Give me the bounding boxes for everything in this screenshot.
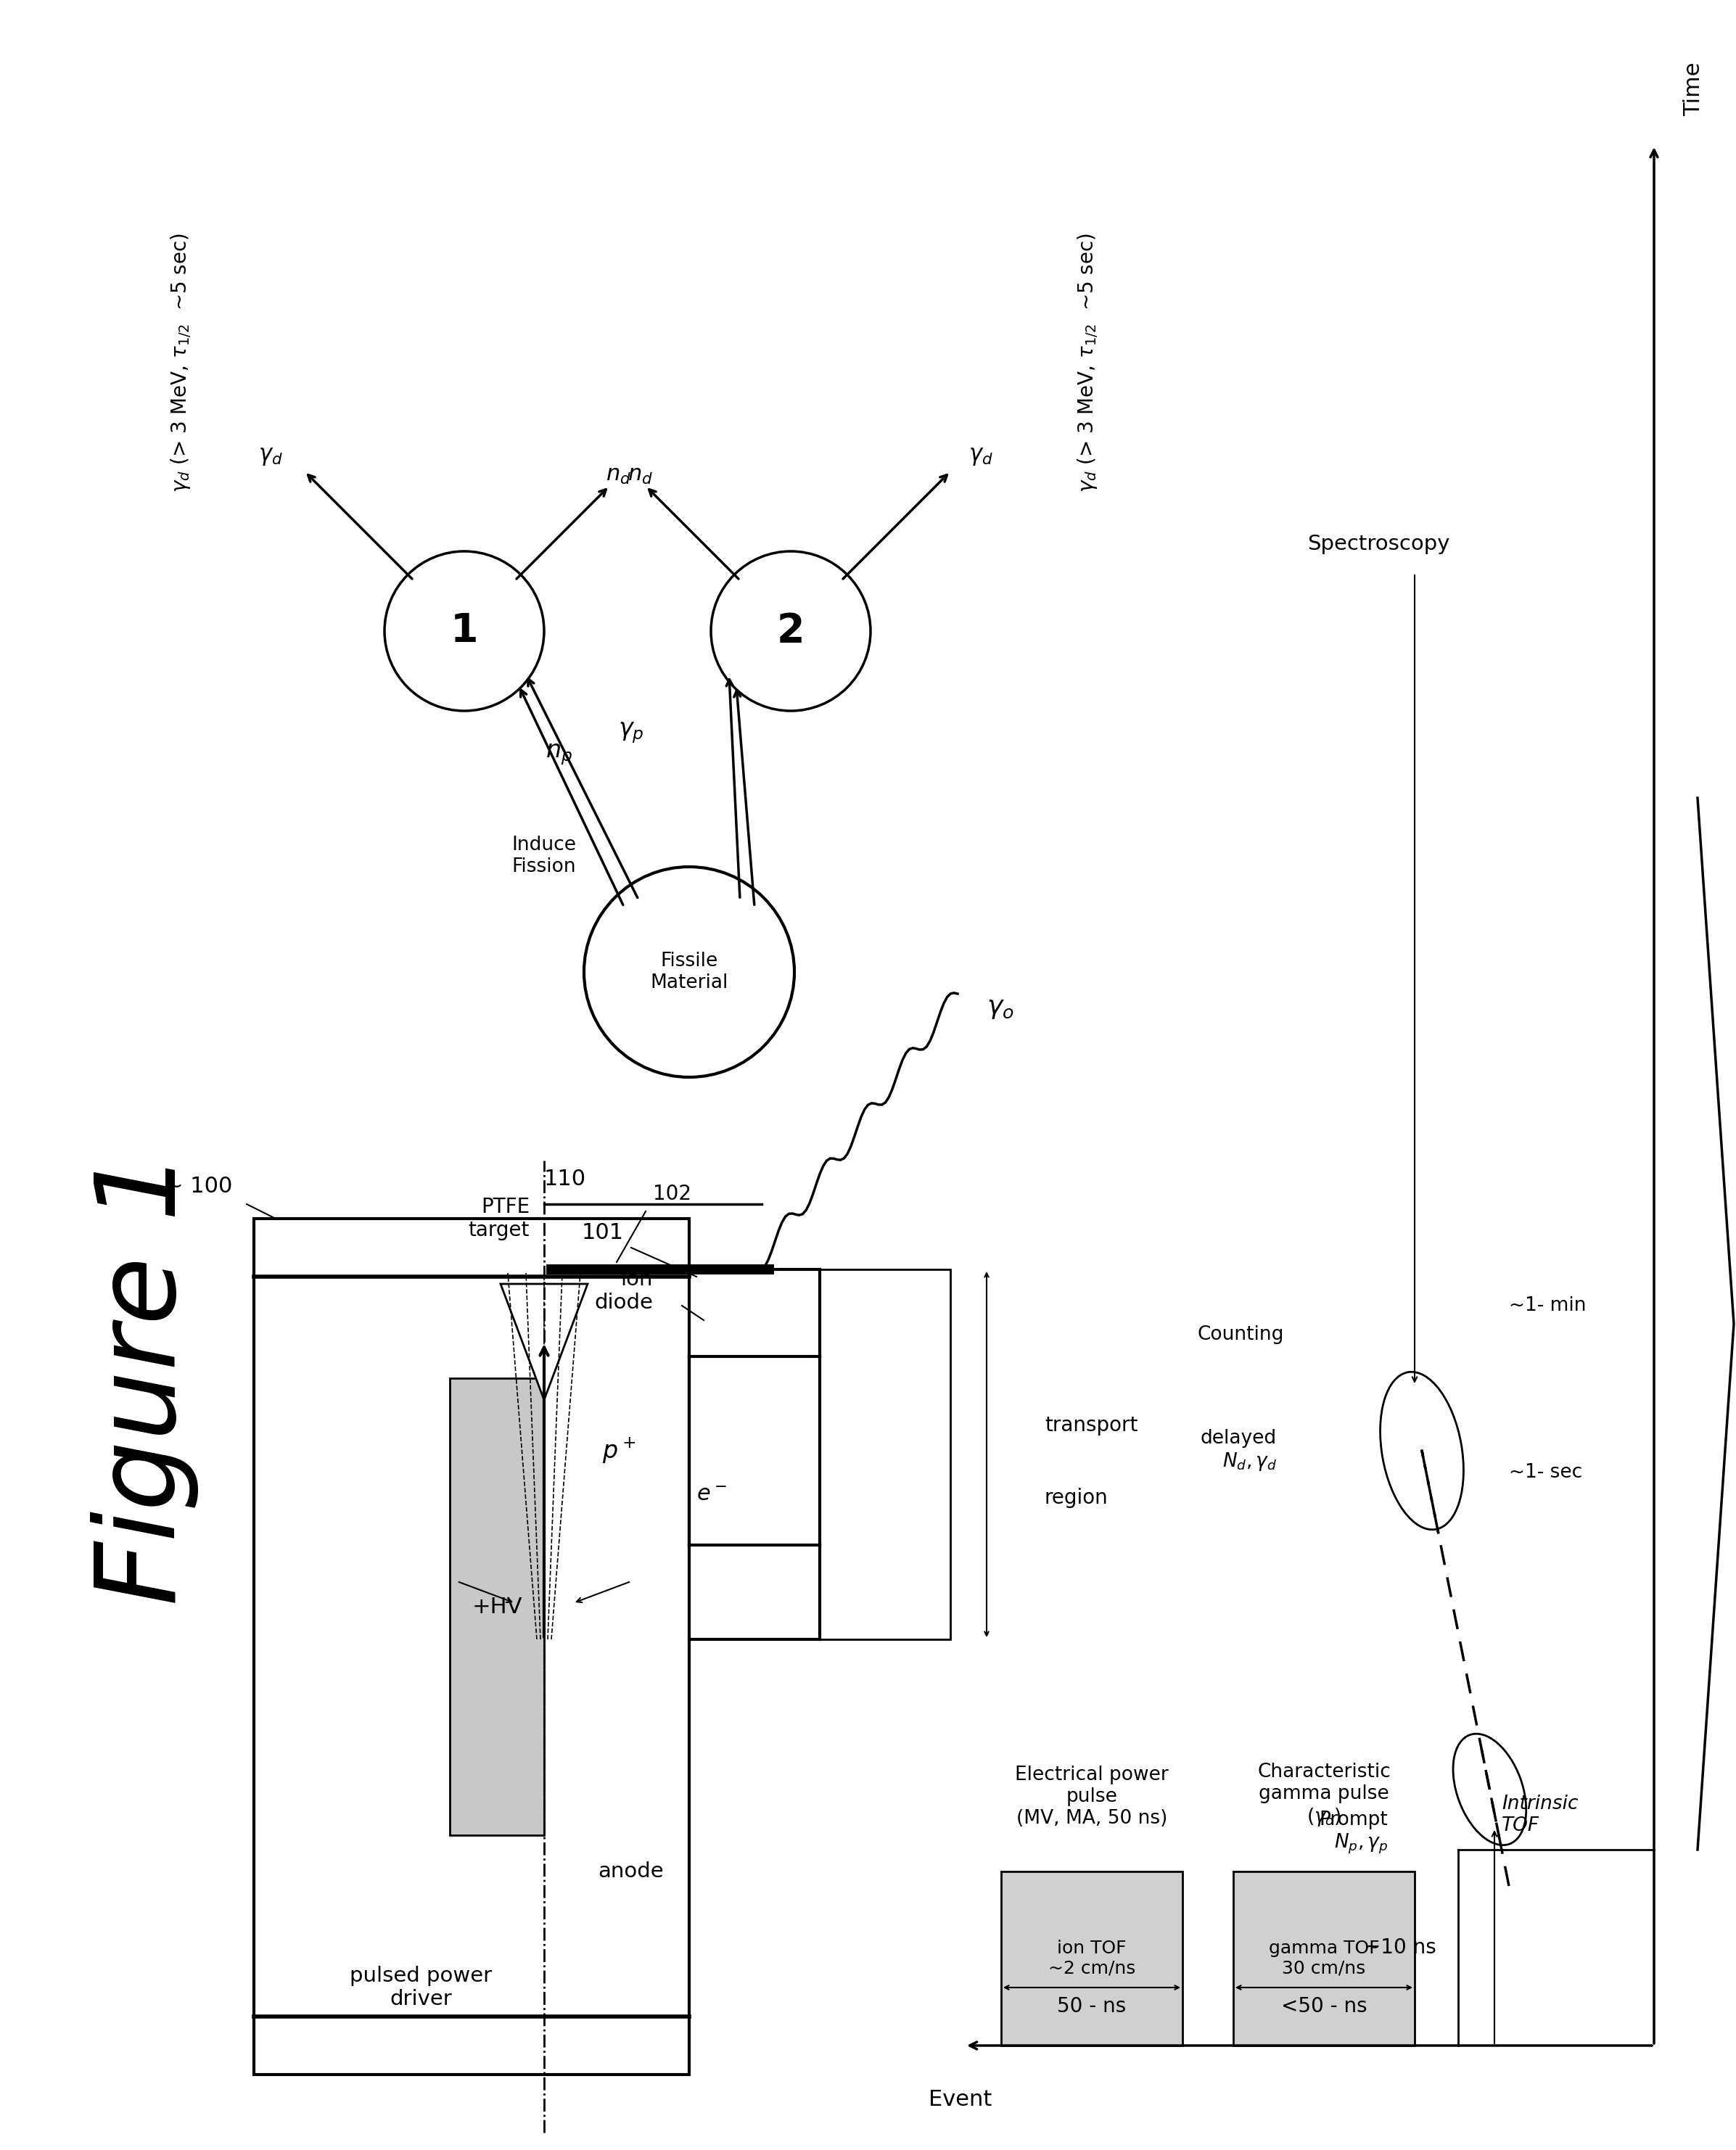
Text: 101: 101 xyxy=(582,1223,623,1243)
Text: $n_p$: $n_p$ xyxy=(545,742,571,768)
Bar xyxy=(1233,1870,1415,2045)
Text: 1: 1 xyxy=(450,611,479,651)
Text: <50 - ns: <50 - ns xyxy=(1281,1995,1366,2017)
Bar xyxy=(1002,1870,1182,2045)
Text: ~1- sec: ~1- sec xyxy=(1509,1464,1583,1481)
Text: ion TOF
~2 cm/ns: ion TOF ~2 cm/ns xyxy=(1049,1939,1135,1978)
Text: $\gamma_d$ (> 3 MeV, $\tau_{1/2}$  ~5 sec): $\gamma_d$ (> 3 MeV, $\tau_{1/2}$ ~5 sec… xyxy=(1076,232,1101,492)
Text: region: region xyxy=(1045,1488,1108,1507)
Text: Induce
Fission: Induce Fission xyxy=(512,836,576,877)
Text: 102: 102 xyxy=(653,1185,691,1204)
Text: $n_d$: $n_d$ xyxy=(627,464,653,486)
Text: +HV: +HV xyxy=(472,1595,523,1617)
Text: $\gamma_d$ (> 3 MeV, $\tau_{1/2}$  ~5 sec): $\gamma_d$ (> 3 MeV, $\tau_{1/2}$ ~5 sec… xyxy=(170,232,193,492)
Text: $\gamma_d$: $\gamma_d$ xyxy=(259,447,283,467)
Text: $\gamma_o$: $\gamma_o$ xyxy=(986,995,1014,1021)
Text: Figure 1: Figure 1 xyxy=(90,1150,200,1606)
Text: Spectroscopy: Spectroscopy xyxy=(1307,533,1450,555)
Text: $p^+$: $p^+$ xyxy=(602,1436,635,1464)
Text: pulsed power
driver: pulsed power driver xyxy=(349,1965,491,2010)
Text: gamma TOF
30 cm/ns: gamma TOF 30 cm/ns xyxy=(1269,1939,1380,1978)
Text: ~1- min: ~1- min xyxy=(1509,1296,1587,1316)
Polygon shape xyxy=(500,1284,587,1400)
Text: ~10 ns: ~10 ns xyxy=(1364,1937,1436,1959)
Text: delayed
$N_d, \gamma_d$: delayed $N_d, \gamma_d$ xyxy=(1201,1430,1276,1473)
Text: ion
diode: ion diode xyxy=(594,1268,653,1314)
Text: Characteristic
gamma pulse
($\gamma_o$): Characteristic gamma pulse ($\gamma_o$) xyxy=(1257,1763,1391,1828)
Text: Electrical power
pulse
(MV, MA, 50 ns): Electrical power pulse (MV, MA, 50 ns) xyxy=(1016,1765,1168,1828)
Text: Event: Event xyxy=(929,2090,991,2109)
Text: ~ 100: ~ 100 xyxy=(165,1176,233,1198)
Text: Prompt
$N_p, \gamma_p$: Prompt $N_p, \gamma_p$ xyxy=(1319,1810,1389,1855)
Text: transport: transport xyxy=(1045,1415,1137,1436)
Text: $e^-$: $e^-$ xyxy=(696,1484,727,1505)
Text: anode: anode xyxy=(599,1862,663,1881)
Bar xyxy=(450,1378,543,1836)
Bar xyxy=(819,1268,950,1638)
Text: Fissile
Material: Fissile Material xyxy=(651,952,727,993)
Text: $\gamma_d$: $\gamma_d$ xyxy=(969,447,993,467)
Text: Intrinsic
TOF: Intrinsic TOF xyxy=(1502,1795,1578,1836)
Text: Time: Time xyxy=(1682,62,1705,116)
Bar xyxy=(253,1219,689,2075)
Text: $\gamma_p$: $\gamma_p$ xyxy=(618,720,644,744)
Text: 50 - ns: 50 - ns xyxy=(1057,1995,1127,2017)
Text: $n_d$: $n_d$ xyxy=(606,464,632,486)
Text: 2: 2 xyxy=(776,611,806,651)
Text: 110: 110 xyxy=(543,1170,587,1189)
Text: Counting: Counting xyxy=(1198,1324,1285,1344)
Text: PTFE
target: PTFE target xyxy=(469,1198,529,1241)
